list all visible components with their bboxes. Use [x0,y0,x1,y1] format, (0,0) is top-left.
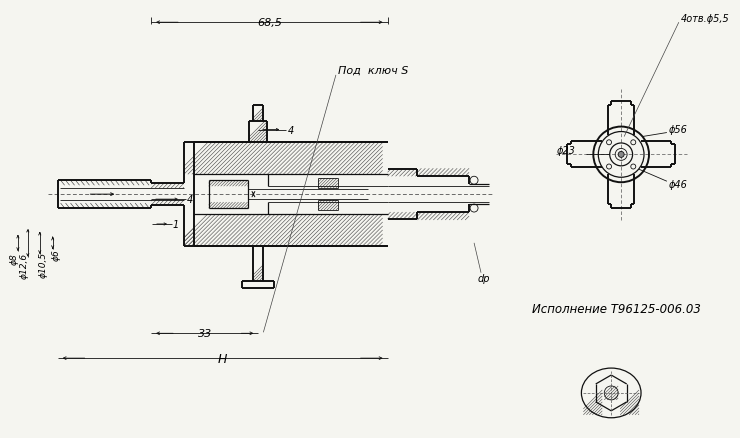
Text: ϕ8: ϕ8 [10,252,18,264]
Text: ϕ12,6: ϕ12,6 [19,252,28,278]
Text: ϕ10,5: ϕ10,5 [39,251,48,277]
Text: 33: 33 [198,328,212,339]
Text: Под  ключ S: Под ключ S [338,66,408,76]
Text: ϕ56: ϕ56 [669,124,687,134]
Text: H: H [218,352,227,365]
Text: 4отв.ϕ5,5: 4отв.ϕ5,5 [681,14,730,24]
Text: ϕ46: ϕ46 [669,180,687,190]
Text: Исполнение Τ96125-006.03: Исполнение Τ96125-006.03 [532,302,701,315]
Text: 1: 1 [172,219,179,230]
Circle shape [618,152,624,158]
Text: 4: 4 [288,125,295,135]
Text: 68,5: 68,5 [257,18,282,28]
Text: ϕ23: ϕ23 [557,146,576,156]
Text: 4: 4 [186,194,193,205]
Text: dр: dр [478,273,491,283]
Text: ϕ6: ϕ6 [52,248,61,260]
